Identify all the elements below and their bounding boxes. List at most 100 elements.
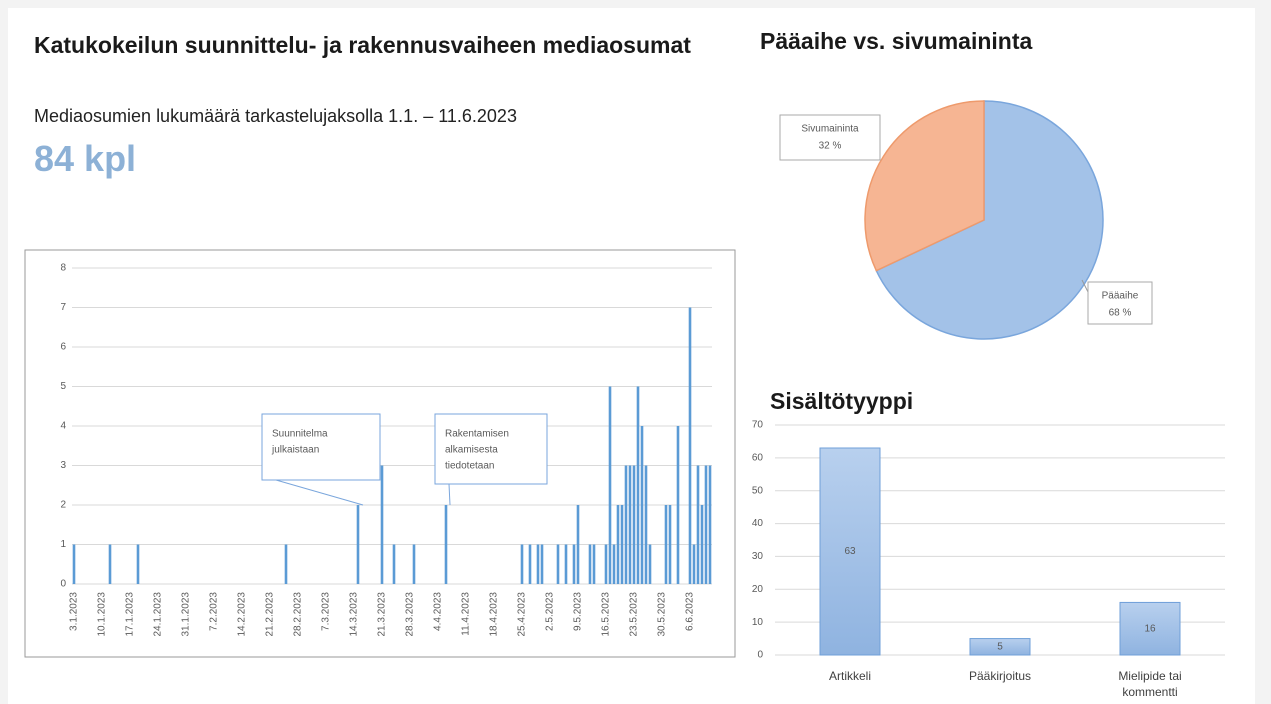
y-tick-label: 10 [752,617,764,628]
bar [612,544,616,584]
bar [688,307,692,584]
annotation-box [261,413,381,481]
value-label: 63 [844,546,856,557]
annotation-box [434,413,548,485]
annotation-leader [275,479,364,506]
x-tick-label: 10.1.2023 [97,592,108,637]
x-tick-label: 31.1.2023 [181,592,192,637]
bar [644,465,648,584]
bar [620,505,624,584]
bar [556,544,560,584]
label-box [779,114,881,161]
x-tick-label: 30.5.2023 [657,592,668,637]
value-label: 16 [1144,623,1156,634]
bar [628,465,632,584]
y-tick-label: 7 [60,302,66,313]
x-tick-label: 7.2.2023 [209,592,220,631]
bar [624,465,628,584]
x-tick-label: 14.3.2023 [349,592,360,637]
y-tick-label: 50 [752,485,764,496]
leader-line [1081,279,1089,293]
bar [564,544,568,584]
bar [540,544,544,584]
page-title: Katukokeilun suunnittelu- ja rakennusvai… [34,32,691,58]
bar [588,544,592,584]
y-tick-label: 20 [752,584,764,595]
label-box [1087,281,1153,325]
y-tick-label: 2 [60,500,66,511]
x-tick-label: 7.3.2023 [321,592,332,631]
bar [819,447,881,656]
kpi: 84 kpl [34,138,137,179]
bar [392,544,396,584]
bar [412,544,416,584]
x-tick-label: 3.1.2023 [69,592,80,631]
x-tick-label: 16.5.2023 [601,592,612,637]
y-tick-label: 6 [60,342,66,353]
bar [136,544,140,584]
bar [576,505,580,584]
bar [676,426,680,584]
x-tick-label: Mielipide tai kommentti [1118,669,1182,699]
annotation-text: julkaistaan [271,445,319,456]
y-tick-label: 0 [60,579,66,590]
value-label: 5 [997,641,1003,652]
bar [664,505,668,584]
bar [380,465,384,584]
x-tick-label: 14.2.2023 [237,592,248,637]
bar [108,544,112,584]
bar [636,386,640,584]
x-tick-label: 24.1.2023 [153,592,164,637]
annotation-leader [448,483,451,506]
bar [608,386,612,584]
annotation-text: Suunnitelma [272,429,328,440]
bar [640,426,644,584]
x-tick-label: 28.2.2023 [293,592,304,637]
x-tick-label: 21.2.2023 [265,592,276,637]
pie-slice [864,100,985,272]
x-tick-label: 18.4.2023 [489,592,500,637]
bar [1119,601,1181,656]
annotation-text: tiedotetaan [445,461,495,472]
y-tick-label: 0 [757,650,763,661]
x-tick-label: 25.4.2023 [517,592,528,637]
bar [696,465,700,584]
slice-value: 68 % [1109,308,1132,319]
bar [72,544,76,584]
x-tick-label: 28.3.2023 [405,592,416,637]
annotation-text: alkamisesta [445,445,498,456]
pie-slice [875,100,1104,340]
bar [572,544,576,584]
x-tick-label: 21.3.2023 [377,592,388,637]
bar [708,465,712,584]
bar [704,465,708,584]
bar [536,544,540,584]
y-tick-label: 5 [60,381,66,392]
y-tick-label: 8 [60,263,66,274]
y-tick-label: 1 [60,539,66,550]
bar [444,505,448,584]
bar [692,544,696,584]
slice-value: 32 % [819,141,842,152]
bar [528,544,532,584]
x-tick-label: Artikkeli [828,669,871,683]
annotation-text: Rakentamisen [445,429,509,440]
subtitle: Mediaosumien lukumäärä tarkastelujaksoll… [34,106,517,126]
bar [592,544,596,584]
y-tick-label: 40 [752,518,764,529]
bar [700,505,704,584]
y-tick-label: 3 [60,460,66,471]
bar [668,505,672,584]
slice-label: Pääaihe [1102,291,1139,302]
x-tick-label: 11.4.2023 [461,592,472,636]
x-tick-label: 17.1.2023 [125,592,136,637]
chart-title: Sisältötyyppi [770,388,914,414]
bar [632,465,636,584]
x-tick-label: 2.5.2023 [545,592,556,631]
bar [648,544,652,584]
y-tick-label: 60 [752,452,764,463]
x-tick-label: 9.5.2023 [573,592,584,631]
y-tick-label: 70 [752,420,764,431]
y-tick-label: 30 [752,551,764,562]
bar [604,544,608,584]
